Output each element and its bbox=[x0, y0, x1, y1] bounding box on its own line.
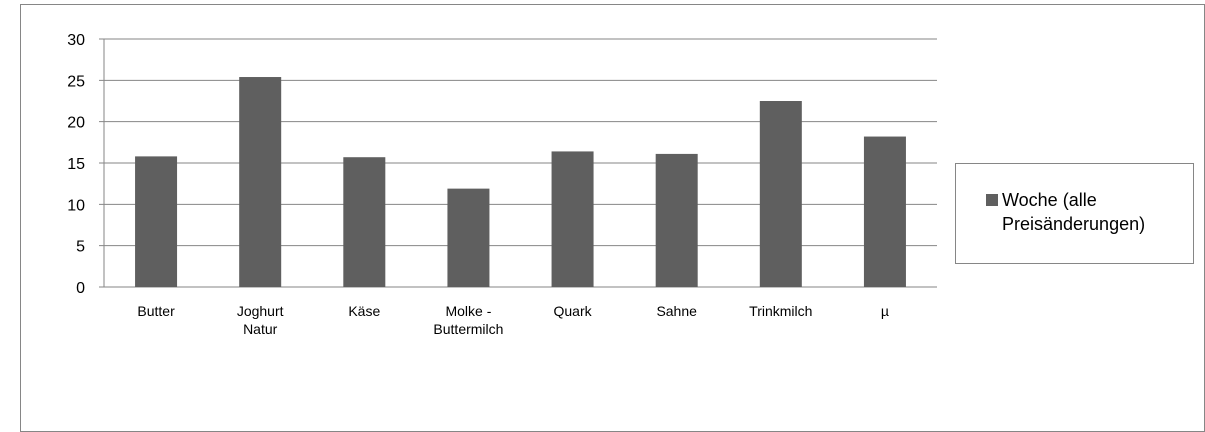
y-tick-label: 30 bbox=[67, 32, 85, 49]
x-tick-label: Butter bbox=[137, 303, 175, 319]
y-tick-label: 15 bbox=[67, 156, 85, 173]
bar bbox=[239, 77, 282, 287]
legend-swatch bbox=[986, 194, 998, 206]
legend-label: Woche (alle Preisänderungen) bbox=[1002, 190, 1146, 234]
bar bbox=[447, 188, 490, 287]
x-tick-label: Sahne bbox=[656, 303, 697, 319]
bar bbox=[551, 151, 594, 287]
y-tick-label: 0 bbox=[76, 280, 85, 297]
bar bbox=[759, 101, 802, 287]
x-tick-label: Joghurt Natur bbox=[237, 303, 284, 337]
x-tick-label: Molke -Buttermilch bbox=[433, 303, 503, 337]
bar bbox=[135, 156, 178, 287]
bar bbox=[863, 136, 906, 287]
y-tick-label: 25 bbox=[67, 73, 85, 90]
y-tick-label: 20 bbox=[67, 115, 85, 132]
y-tick-label: 5 bbox=[76, 239, 85, 256]
x-tick-label: Quark bbox=[554, 303, 593, 319]
y-tick-label: 10 bbox=[67, 197, 85, 214]
x-tick-label: Trinkmilch bbox=[749, 303, 812, 319]
legend: Woche (alle Preisänderungen) bbox=[955, 163, 1194, 264]
bar bbox=[343, 157, 386, 287]
x-tick-label: µ bbox=[881, 303, 889, 319]
bar bbox=[655, 153, 698, 287]
x-tick-label: Käse bbox=[348, 303, 380, 319]
